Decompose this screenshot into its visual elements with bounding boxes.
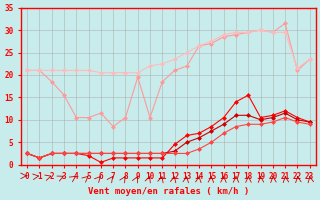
X-axis label: Vent moyen/en rafales ( km/h ): Vent moyen/en rafales ( km/h ) [88,187,249,196]
